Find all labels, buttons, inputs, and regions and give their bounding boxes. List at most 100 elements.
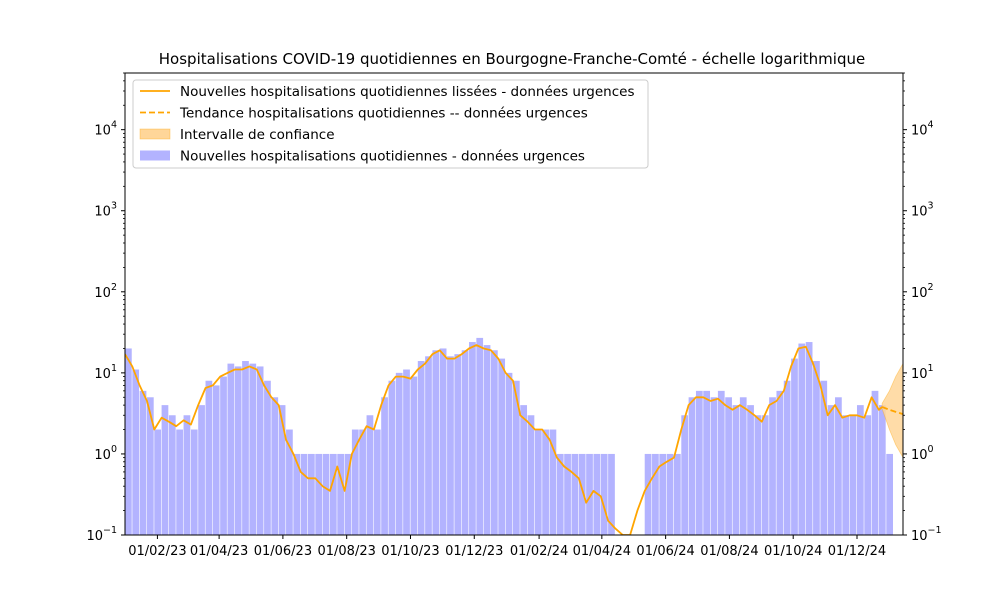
x-tick-label: 01/06/23 xyxy=(254,544,312,559)
bar xyxy=(681,415,689,535)
bar xyxy=(644,453,652,535)
y-tick-label-right: 10−1 xyxy=(911,525,942,544)
bar xyxy=(381,397,388,535)
bar xyxy=(425,356,432,535)
bar xyxy=(556,453,564,535)
bar xyxy=(366,415,374,535)
bar xyxy=(132,369,140,535)
x-tick-label: 01/02/24 xyxy=(510,544,568,559)
bar xyxy=(673,453,681,535)
bar xyxy=(849,415,857,535)
smoothed-line xyxy=(125,344,883,535)
bar xyxy=(725,397,732,535)
bar xyxy=(227,363,235,535)
bar xyxy=(732,405,740,535)
x-tick-label: 01/12/24 xyxy=(828,544,886,559)
bar xyxy=(835,397,842,535)
bar xyxy=(212,385,220,535)
x-tick-label: 01/06/24 xyxy=(636,544,694,559)
x-tick-label: 01/10/24 xyxy=(764,544,822,559)
bar xyxy=(710,397,718,535)
bar xyxy=(578,453,586,535)
bar xyxy=(271,397,279,535)
x-tick-label: 01/12/23 xyxy=(445,544,503,559)
bar xyxy=(454,354,462,535)
bar-series xyxy=(125,337,894,535)
y-tick-label-right: 102 xyxy=(911,282,934,301)
x-tick-label: 01/08/24 xyxy=(700,544,758,559)
bar xyxy=(813,361,820,535)
legend-box xyxy=(132,79,649,169)
bar xyxy=(666,453,674,535)
bar xyxy=(527,415,535,535)
y-tick-label-left: 103 xyxy=(94,201,117,220)
x-tick-label: 01/04/23 xyxy=(190,544,248,559)
legend: Nouvelles hospitalisations quotidiennes … xyxy=(132,79,649,169)
bar xyxy=(388,380,396,535)
bar xyxy=(461,350,469,535)
legend-label: Nouvelles hospitalisations quotidiennes … xyxy=(180,84,634,100)
bar xyxy=(234,366,242,535)
bar xyxy=(871,390,879,535)
bar xyxy=(549,429,557,535)
bar xyxy=(586,453,593,535)
bar xyxy=(600,453,608,535)
legend-handle-bar xyxy=(140,150,170,161)
bar xyxy=(176,429,183,535)
bar xyxy=(139,390,147,535)
y-tick-label-left: 104 xyxy=(94,120,117,139)
x-tick-label: 01/02/23 xyxy=(128,544,186,559)
bar xyxy=(505,372,513,535)
bar xyxy=(146,397,154,535)
bar xyxy=(293,453,301,535)
bar xyxy=(512,380,520,535)
legend-label: Tendance hospitalisations quotidiennes -… xyxy=(179,106,588,122)
x-tick-label: 01/04/24 xyxy=(573,544,631,559)
bar xyxy=(249,363,257,535)
bar xyxy=(307,453,315,535)
bar xyxy=(820,380,828,535)
bar xyxy=(439,348,447,535)
bar xyxy=(469,342,476,535)
y-tick-label-right: 101 xyxy=(911,363,934,382)
y-tick-label-left: 101 xyxy=(94,363,117,382)
bar xyxy=(256,366,264,535)
bar xyxy=(344,453,352,535)
x-tick-label: 01/08/23 xyxy=(317,544,375,559)
bar xyxy=(359,429,366,535)
bar xyxy=(842,415,850,535)
bar xyxy=(417,361,425,535)
bar xyxy=(168,415,176,535)
bar xyxy=(695,390,703,535)
bar xyxy=(564,453,571,535)
bar xyxy=(329,453,337,535)
bar xyxy=(769,397,776,535)
bar xyxy=(754,415,762,535)
y-tick-label-right: 104 xyxy=(911,120,934,139)
bar xyxy=(776,390,784,535)
bar xyxy=(447,356,454,535)
bar xyxy=(198,405,205,535)
bar xyxy=(476,337,484,535)
bar xyxy=(205,380,213,535)
bar xyxy=(300,453,308,535)
bar xyxy=(410,376,418,535)
bar xyxy=(322,453,330,535)
bar xyxy=(761,415,769,535)
bar xyxy=(498,358,506,535)
bar xyxy=(608,453,615,535)
y-tick-label-left: 10−1 xyxy=(86,525,117,544)
bar xyxy=(739,397,747,535)
bar xyxy=(571,453,579,535)
bar xyxy=(315,453,323,535)
bar xyxy=(490,350,498,535)
axes: 10−1 10−1 100 100 101 101 102 102 103 103 104 104 01… xyxy=(86,72,942,559)
bar xyxy=(351,429,359,535)
bar xyxy=(659,453,667,535)
bar xyxy=(542,429,549,535)
trend-line xyxy=(881,406,903,415)
bar xyxy=(183,415,191,535)
y-tick-label-right: 103 xyxy=(911,201,934,220)
bar xyxy=(791,358,798,535)
